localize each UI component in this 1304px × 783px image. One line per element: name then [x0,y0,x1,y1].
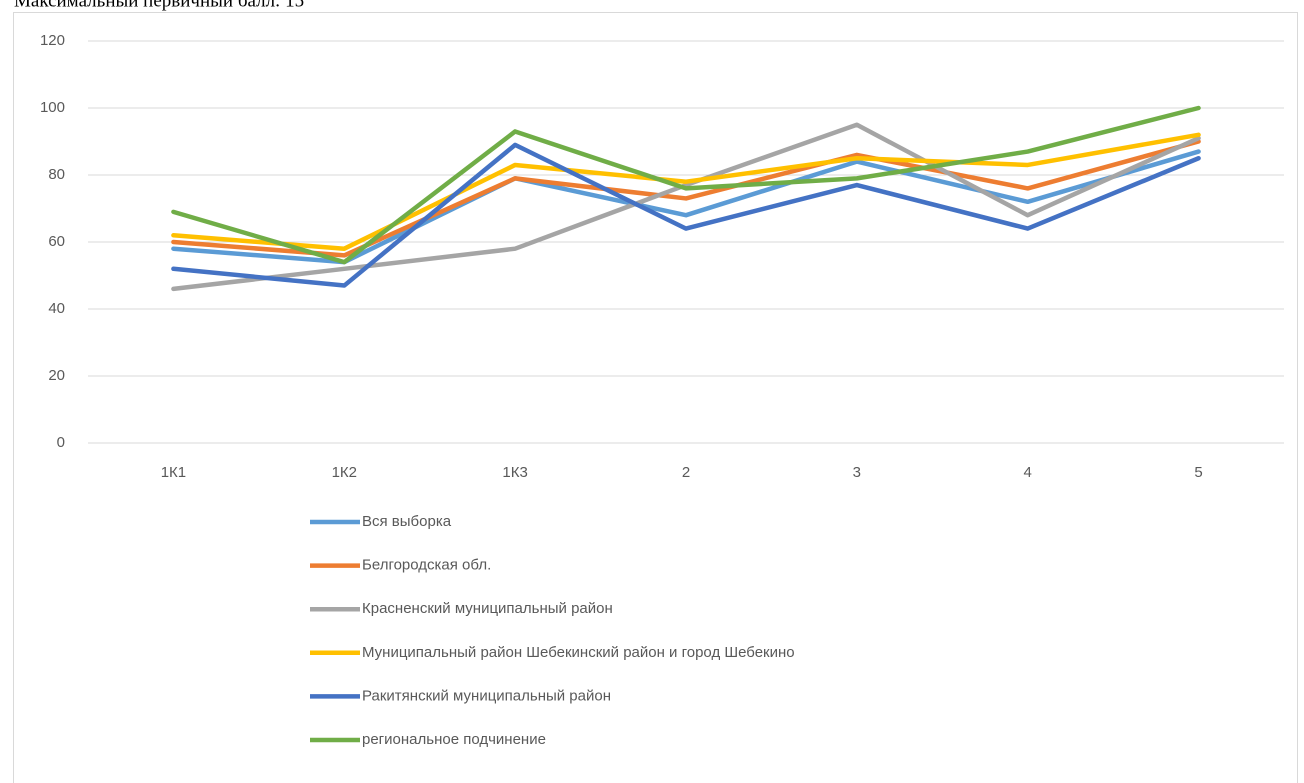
x-tick-label: 1К2 [332,464,357,481]
legend-label: Красненский муниципальный район [362,600,613,617]
series-line [171,142,1201,288]
x-tick-label: 1К1 [161,464,186,481]
x-tick-label: 2 [682,464,690,481]
series-line [171,122,1201,292]
y-tick-label: 40 [48,300,65,317]
y-tick-label: 0 [57,434,65,451]
x-tick-label: 3 [853,464,861,481]
y-tick-label: 100 [40,99,65,116]
y-tick-label: 80 [48,166,65,183]
chart-frame [13,12,1298,783]
y-tick-label: 20 [48,367,65,384]
series-line [171,105,1201,265]
legend-label: Белгородская обл. [362,557,491,574]
caption: Максимальный первичный балл: 15 [14,0,304,11]
legend-label: Вся выборка [362,513,452,530]
x-tick-label: 4 [1024,464,1032,481]
x-tick-label: 1К3 [502,464,527,481]
series-line [171,132,1201,251]
legend-label: региональное подчинение [362,731,546,748]
y-tick-label: 120 [40,32,65,49]
series-line [171,139,1201,258]
legend-label: Муниципальный район Шебекинский район и … [362,644,795,661]
legend-label: Ракитянский муниципальный район [362,687,611,704]
x-tick-label: 5 [1194,464,1202,481]
y-tick-label: 60 [48,233,65,250]
